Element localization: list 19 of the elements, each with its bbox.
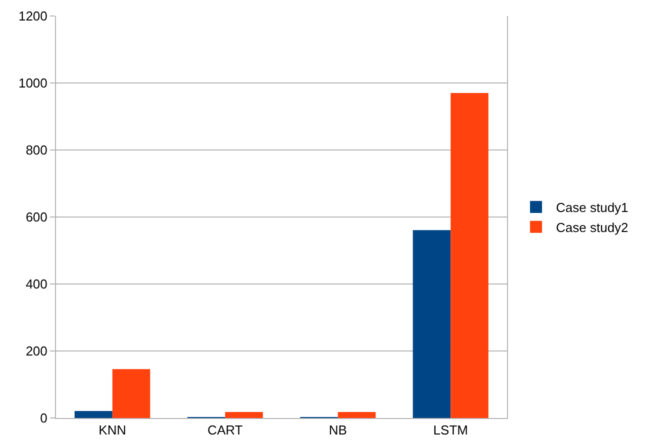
y-tick-label: 1200	[18, 8, 48, 24]
y-tick-label: 200	[26, 344, 48, 359]
x-tick-label: KNN	[98, 422, 126, 438]
legend-label: Case study2	[556, 220, 628, 235]
bar	[225, 412, 263, 418]
y-tick-label: 1000	[18, 76, 48, 91]
bar	[450, 93, 488, 418]
x-tick-label: LSTM	[433, 422, 468, 438]
y-tick-label: 600	[26, 210, 48, 225]
y-tick-label: 0	[40, 410, 48, 426]
x-tick-label: NB	[328, 422, 347, 438]
y-tick-label: 800	[26, 142, 48, 158]
y-tick-label: 400	[26, 276, 48, 292]
bar	[338, 412, 376, 418]
bar	[74, 410, 112, 418]
x-tick-label: CART	[208, 422, 243, 438]
bar	[412, 230, 451, 418]
legend-label: Case study1	[556, 200, 628, 216]
bar	[112, 369, 150, 418]
